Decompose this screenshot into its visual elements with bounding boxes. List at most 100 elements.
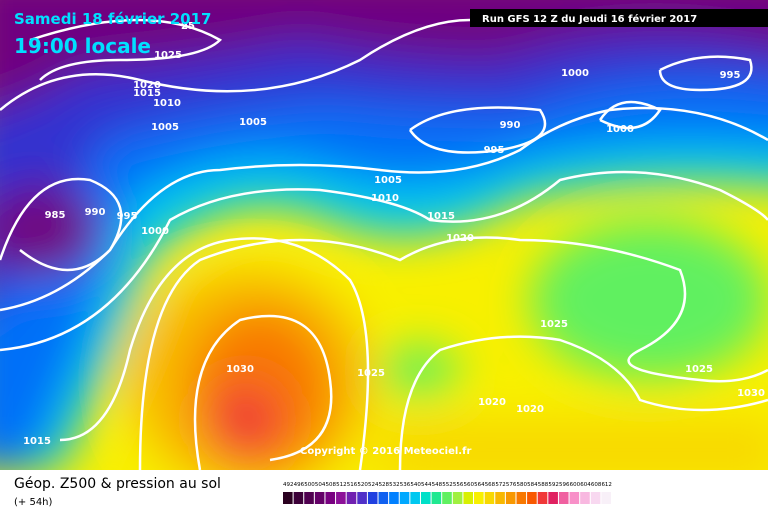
legend-level: 492 (283, 482, 294, 488)
legend-level: 504 (315, 482, 326, 488)
legend-level: 500 (304, 482, 315, 488)
legend-swatch (569, 492, 580, 504)
legend-swatch (505, 492, 516, 504)
lead-time: (+ 54h) (14, 497, 53, 508)
isobar-label: 1025 (540, 319, 568, 330)
isobar-label: 995 (117, 211, 138, 222)
isobar-label: 990 (85, 207, 106, 218)
legend-level: 548 (432, 482, 443, 488)
isobar-label: 1025 (685, 364, 713, 375)
legend-level: 580 (517, 482, 528, 488)
legend-swatch (516, 492, 527, 504)
legend-swatch (527, 492, 537, 504)
isobar-label: 1020 (133, 80, 161, 91)
legend-level: 512 (336, 482, 347, 488)
isobar-label: 995 (484, 145, 505, 156)
isobar-label: 1000 (141, 226, 169, 237)
legend-level: 612 (601, 482, 612, 488)
legend-swatch (558, 492, 569, 504)
legend-swatch (283, 492, 293, 504)
isobar-label: 990 (500, 120, 521, 131)
isobar-label: 1015 (427, 211, 455, 222)
legend-swatch (474, 492, 484, 504)
legend-swatch (601, 492, 611, 504)
isobar-label: 1025 (357, 368, 385, 379)
legend-level: 496 (294, 482, 305, 488)
isobar-label: 985 (45, 210, 66, 221)
legend-level: 536 (400, 482, 411, 488)
isobar-label: 25 (181, 21, 195, 32)
legend-swatch (537, 492, 548, 504)
legend-level: 572 (495, 482, 506, 488)
legend-swatch (314, 492, 325, 504)
isobar-label: 1020 (516, 404, 544, 415)
isobar-label: 1020 (478, 397, 506, 408)
time: 19:00 locale (14, 34, 151, 58)
isobar-label: 1020 (446, 233, 474, 244)
legend-level: 508 (326, 482, 337, 488)
legend-level: 608 (591, 482, 602, 488)
isobar-label: 995 (720, 70, 741, 81)
isobars (0, 18, 768, 470)
copyright: Copyright © 2016 Meteociel.fr (300, 446, 471, 457)
legend-level: 540 (410, 482, 421, 488)
legend-swatch (346, 492, 357, 504)
isobar-label: 1030 (226, 364, 254, 375)
run-info: Run GFS 12 Z du Jeudi 16 février 2017 (482, 13, 697, 25)
isobar-label: 1000 (561, 68, 589, 79)
isobar-label: 1000 (606, 124, 634, 135)
legend: 492 496 500 504 508 512 516 520 524 528 532 536 540 5… (283, 482, 612, 504)
legend-level: 584 (527, 482, 538, 488)
legend-level: 544 (421, 482, 432, 488)
footer-title: Géop. Z500 & pression au sol (14, 476, 221, 492)
isobar-label: 1005 (151, 122, 179, 133)
legend-swatch (367, 492, 378, 504)
date: Samedi 18 février 2017 (14, 10, 211, 28)
legend-swatch (293, 492, 304, 504)
legend-swatch (580, 492, 590, 504)
legend-level: 592 (548, 482, 559, 488)
isobar-label: 1010 (153, 98, 181, 109)
legend-level: 576 (506, 482, 517, 488)
legend-level: 556 (453, 482, 464, 488)
legend-swatch (590, 492, 601, 504)
legend-level: 560 (463, 482, 474, 488)
legend-swatch (399, 492, 410, 504)
isobar-label: 1005 (374, 175, 402, 186)
legend-swatch (548, 492, 558, 504)
legend-level: 564 (474, 482, 485, 488)
footer-bar (0, 470, 768, 512)
legend-level: 516 (347, 482, 358, 488)
legend-swatch (325, 492, 336, 504)
legend-swatch (378, 492, 389, 504)
isobar-label: 1015 (23, 436, 51, 447)
legend-swatch (463, 492, 474, 504)
legend-swatch (452, 492, 463, 504)
run-box (470, 9, 768, 27)
legend-swatch (431, 492, 442, 504)
legend-swatch (304, 492, 314, 504)
legend-level: 568 (485, 482, 496, 488)
legend-swatch (484, 492, 495, 504)
legend-swatch (336, 492, 346, 504)
legend-swatch (495, 492, 505, 504)
isobar-label: 1025 (154, 50, 182, 61)
legend-swatch (389, 492, 399, 504)
legend-level: 604 (580, 482, 591, 488)
legend-swatch (357, 492, 367, 504)
isobar-label: 1015 (133, 88, 161, 99)
legend-level: 596 (559, 482, 570, 488)
isobar-label: 1030 (737, 388, 765, 399)
legend-level: 528 (379, 482, 390, 488)
legend-level: 524 (368, 482, 379, 488)
legend-swatch (410, 492, 420, 504)
isobar-label: 1005 (239, 117, 267, 128)
legend-level: 600 (570, 482, 581, 488)
legend-level: 532 (389, 482, 400, 488)
legend-swatch (442, 492, 452, 504)
legend-level: 588 (538, 482, 549, 488)
isobar-label: 1010 (371, 193, 399, 204)
